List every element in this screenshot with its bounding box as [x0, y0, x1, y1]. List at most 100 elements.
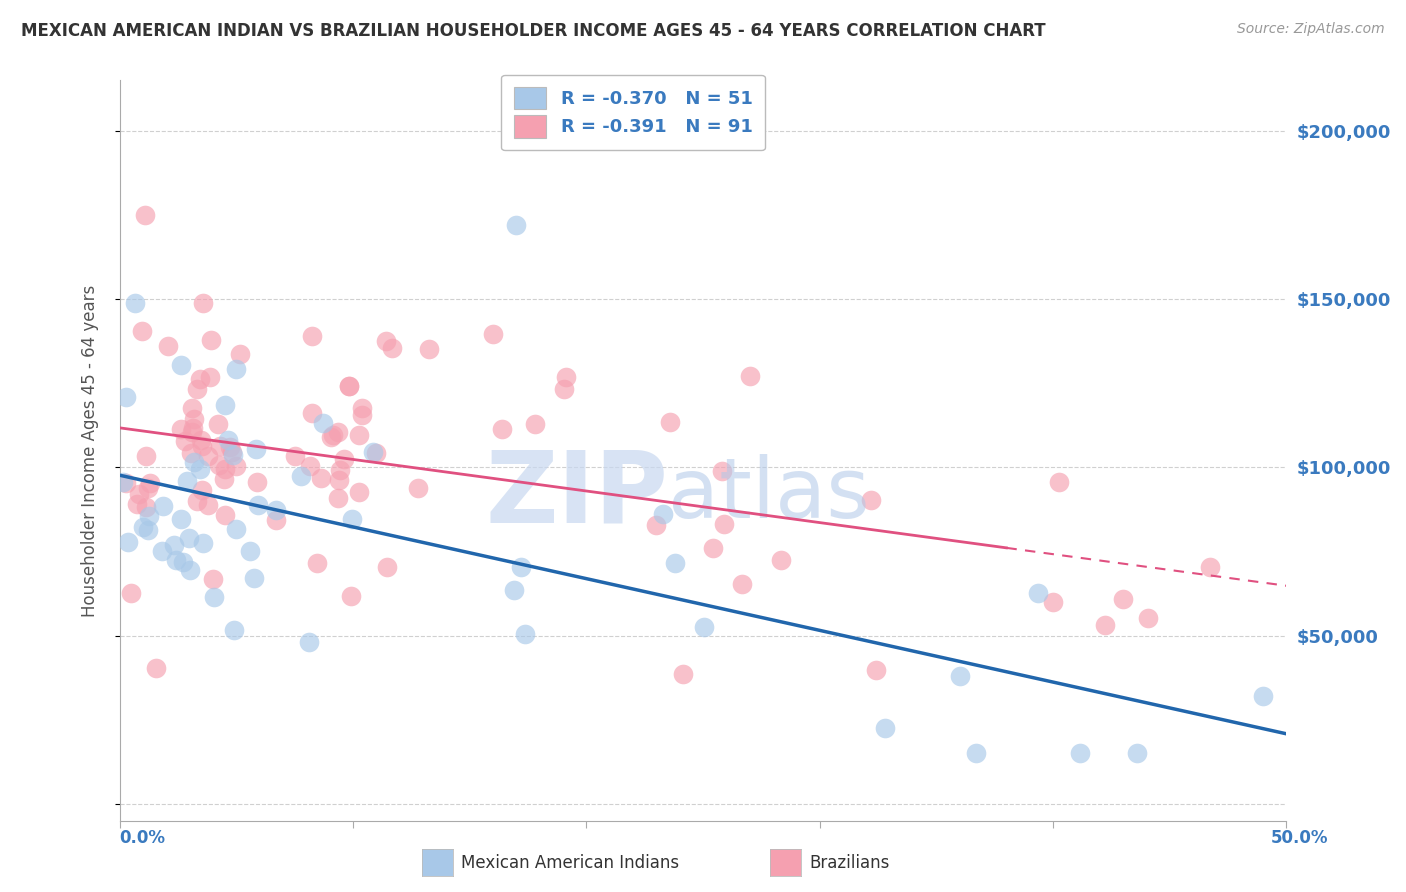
Point	[329, 463, 352, 477]
Text: Brazilians: Brazilians	[810, 854, 890, 871]
Point	[135, 500, 157, 514]
Point	[1069, 747, 1091, 761]
Point	[672, 667, 695, 681]
Point	[197, 498, 219, 512]
Point	[770, 552, 793, 566]
Point	[1094, 617, 1116, 632]
Point	[311, 471, 333, 485]
Point	[491, 422, 513, 436]
Point	[1126, 747, 1149, 761]
Point	[266, 513, 288, 527]
Point	[505, 218, 527, 232]
Point	[301, 406, 323, 420]
Point	[201, 572, 224, 586]
Point	[214, 508, 236, 522]
Point	[239, 543, 262, 558]
Point	[713, 517, 735, 532]
Point	[337, 379, 360, 393]
Point	[1137, 611, 1160, 625]
Point	[312, 416, 335, 430]
Point	[197, 449, 219, 463]
Point	[181, 421, 204, 435]
Point	[222, 448, 245, 462]
Point	[965, 747, 987, 761]
Point	[115, 475, 138, 490]
Point	[865, 664, 887, 678]
Y-axis label: Householder Income Ages 45 - 64 years: Householder Income Ages 45 - 64 years	[80, 285, 98, 616]
Point	[186, 382, 208, 396]
Point	[284, 449, 307, 463]
Point	[150, 544, 173, 558]
Point	[219, 440, 242, 454]
Point	[179, 563, 201, 577]
Point	[200, 370, 222, 384]
Point	[693, 620, 716, 634]
Point	[298, 635, 321, 649]
Point	[375, 559, 398, 574]
Point	[136, 523, 159, 537]
Point	[170, 512, 193, 526]
Point	[221, 445, 243, 459]
Point	[553, 382, 575, 396]
Point	[180, 401, 202, 416]
Point	[186, 494, 208, 508]
Legend: R = -0.370   N = 51, R = -0.391   N = 91: R = -0.370 N = 51, R = -0.391 N = 91	[501, 75, 765, 150]
Point	[222, 623, 245, 637]
Point	[264, 503, 287, 517]
Point	[193, 296, 215, 310]
Point	[664, 556, 686, 570]
Point	[482, 326, 505, 341]
Point	[328, 491, 350, 506]
Point	[1042, 595, 1064, 609]
Point	[225, 362, 247, 376]
Point	[347, 427, 370, 442]
Point	[191, 536, 214, 550]
Point	[381, 342, 404, 356]
Point	[949, 669, 972, 683]
Point	[188, 461, 211, 475]
Point	[247, 498, 270, 512]
Point	[515, 627, 537, 641]
Point	[339, 590, 361, 604]
Point	[350, 409, 373, 423]
Point	[299, 459, 322, 474]
Point	[658, 416, 681, 430]
Point	[333, 452, 356, 467]
Text: ZIP: ZIP	[485, 446, 668, 543]
Point	[860, 492, 883, 507]
Point	[340, 512, 363, 526]
Point	[731, 577, 754, 591]
Point	[349, 485, 371, 500]
Text: 0.0%: 0.0%	[120, 829, 166, 847]
Point	[176, 474, 198, 488]
Point	[651, 507, 673, 521]
Point	[245, 475, 267, 490]
Point	[214, 462, 236, 476]
Point	[243, 571, 266, 585]
Text: MEXICAN AMERICAN INDIAN VS BRAZILIAN HOUSEHOLDER INCOME AGES 45 - 64 YEARS CORRE: MEXICAN AMERICAN INDIAN VS BRAZILIAN HOU…	[21, 22, 1046, 40]
Point	[172, 555, 194, 569]
Point	[1251, 689, 1274, 703]
Point	[321, 430, 343, 444]
Point	[738, 369, 761, 384]
Point	[702, 541, 724, 556]
Point	[225, 459, 247, 474]
Point	[183, 412, 205, 426]
Point	[555, 369, 578, 384]
Point	[326, 425, 349, 440]
Point	[170, 421, 193, 435]
Point	[418, 342, 440, 356]
Point	[1112, 592, 1135, 607]
Point	[375, 334, 398, 349]
Text: atlas: atlas	[668, 454, 870, 535]
Point	[181, 425, 204, 439]
Point	[191, 483, 214, 498]
Point	[124, 296, 146, 310]
Point	[132, 520, 155, 534]
Point	[225, 522, 247, 536]
Point	[188, 372, 211, 386]
Point	[207, 417, 229, 431]
Point	[1047, 475, 1070, 489]
Point	[131, 324, 153, 338]
Point	[361, 445, 384, 459]
